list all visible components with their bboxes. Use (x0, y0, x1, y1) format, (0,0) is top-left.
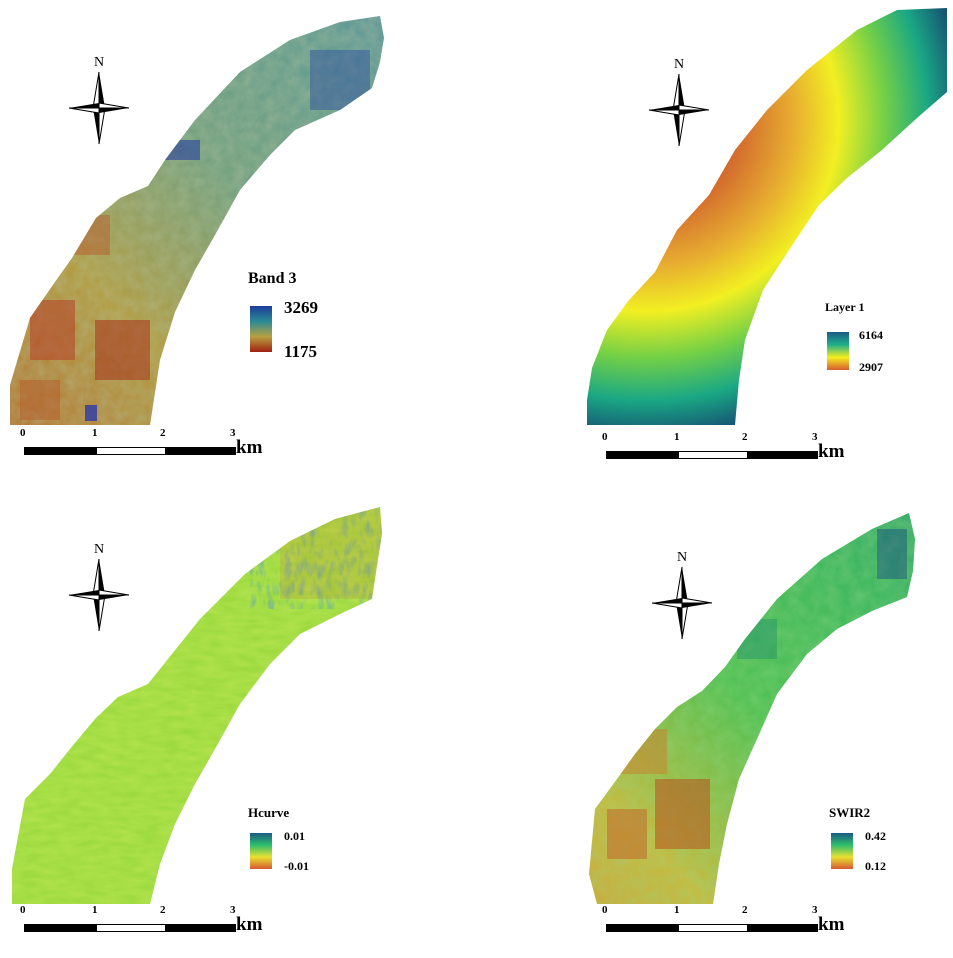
raster-map-hcurve (12, 507, 382, 904)
scale-segment (678, 451, 748, 459)
legend-layer1: Layer 1 6164 2907 (825, 300, 935, 380)
scale-segment (96, 447, 166, 455)
raster-map-band3 (10, 16, 384, 425)
scale-unit: km (818, 914, 845, 935)
scale-tick: 2 (160, 904, 166, 916)
legend-title: Layer 1 (825, 300, 865, 314)
legend-swir2: SWIR2 0.42 0.12 (829, 805, 939, 885)
legend-title: Band 3 (248, 270, 297, 287)
legend-max-value: 3269 (284, 298, 318, 317)
legend-color-ramp (250, 306, 272, 352)
legend-max-value: 0.01 (284, 829, 305, 843)
legend-max-value: 6164 (859, 328, 883, 342)
legend-title: Hcurve (248, 805, 290, 820)
scale-bar: 0 1 2 3 km (18, 905, 278, 935)
scale-segment (24, 447, 96, 455)
north-arrow: N (647, 551, 717, 641)
legend-min-value: 0.12 (865, 859, 886, 873)
legend-title: SWIR2 (829, 805, 871, 820)
map-panel-layer1: N Layer 1 6164 2907 0 1 2 3 km (477, 0, 953, 479)
scale-tick: 0 (20, 427, 26, 439)
scale-unit: km (236, 914, 263, 935)
scale-tick: 2 (160, 427, 166, 439)
north-label: N (676, 550, 688, 565)
compass-rose-icon (648, 73, 710, 147)
compass-rose-icon (651, 566, 713, 640)
legend-max-value: 0.42 (865, 829, 886, 843)
raster-map-swir2 (589, 513, 915, 904)
scale-tick: 2 (742, 431, 748, 443)
scale-bar: 0 1 2 3 km (600, 432, 860, 462)
north-label: N (93, 542, 105, 557)
scale-segment (606, 924, 678, 932)
legend-color-ramp (250, 833, 272, 869)
scale-tick: 1 (92, 904, 98, 916)
legend-min-value: 1175 (284, 342, 318, 361)
legend-color-ramp (831, 833, 853, 869)
map-panel-band3: N Band 3 3269 1175 0 1 2 3 km (0, 0, 476, 479)
scale-unit: km (236, 437, 263, 458)
map-panel-hcurve: N Hcurve 0.01 -0.01 0 1 2 3 km (0, 479, 476, 958)
scale-tick: 2 (742, 904, 748, 916)
map-panel-swir2: N SWIR2 0.42 0.12 0 1 2 3 km (477, 479, 953, 958)
scale-segment (748, 924, 818, 932)
scale-segment (678, 924, 748, 932)
scale-tick: 3 (812, 904, 818, 916)
north-arrow: N (64, 56, 134, 146)
scale-tick: 1 (674, 431, 680, 443)
compass-rose-icon (68, 71, 130, 145)
scale-tick: 3 (812, 431, 818, 443)
legend-min-value: 2907 (859, 360, 883, 374)
scale-tick: 1 (674, 904, 680, 916)
scale-segment (96, 924, 166, 932)
scale-bar: 0 1 2 3 km (600, 905, 860, 935)
scale-tick: 1 (92, 427, 98, 439)
scale-tick: 0 (602, 431, 608, 443)
north-arrow: N (644, 58, 714, 148)
scale-bar: 0 1 2 3 km (18, 428, 278, 458)
legend-band3: Band 3 3269 1175 (248, 270, 368, 370)
scale-unit: km (818, 441, 845, 462)
scale-segment (166, 924, 236, 932)
raster-map-layer1 (587, 8, 947, 425)
scale-segment (606, 451, 678, 459)
scale-segment (748, 451, 818, 459)
north-label: N (93, 55, 105, 70)
legend-min-value: -0.01 (284, 859, 309, 873)
compass-rose-icon (68, 558, 130, 632)
scale-tick: 3 (230, 427, 236, 439)
scale-segment (166, 447, 236, 455)
legend-hcurve: Hcurve 0.01 -0.01 (248, 805, 358, 885)
legend-color-ramp (827, 332, 849, 370)
north-arrow: N (64, 543, 134, 633)
scale-segment (24, 924, 96, 932)
scale-tick: 0 (20, 904, 26, 916)
north-label: N (673, 57, 685, 72)
scale-tick: 0 (602, 904, 608, 916)
scale-tick: 3 (230, 904, 236, 916)
